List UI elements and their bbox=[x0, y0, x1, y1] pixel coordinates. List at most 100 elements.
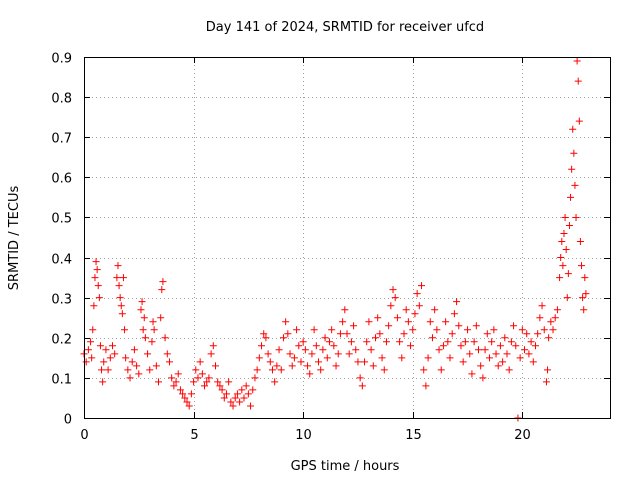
data-point bbox=[115, 282, 123, 290]
data-point bbox=[411, 310, 419, 318]
data-point bbox=[477, 362, 485, 370]
data-point bbox=[93, 266, 101, 274]
data-point bbox=[330, 342, 338, 350]
data-point bbox=[562, 246, 570, 254]
data-point bbox=[117, 302, 125, 310]
data-point bbox=[100, 358, 108, 366]
data-point bbox=[479, 374, 487, 382]
data-point bbox=[271, 378, 279, 386]
data-point bbox=[380, 366, 388, 374]
data-point bbox=[492, 350, 500, 358]
data-point bbox=[238, 386, 246, 394]
data-point bbox=[222, 390, 230, 398]
data-point bbox=[582, 290, 590, 298]
data-point bbox=[282, 318, 290, 326]
data-point bbox=[290, 354, 298, 362]
data-point bbox=[336, 330, 344, 338]
x-tick-label: 0 bbox=[80, 428, 88, 443]
axis-ticks bbox=[84, 57, 610, 419]
data-point bbox=[483, 330, 491, 338]
data-point bbox=[391, 294, 399, 302]
data-point bbox=[442, 318, 450, 326]
data-point bbox=[174, 370, 182, 378]
data-point bbox=[398, 354, 406, 362]
data-point bbox=[572, 213, 580, 221]
data-point bbox=[415, 302, 423, 310]
data-point bbox=[558, 238, 566, 246]
data-point bbox=[251, 374, 259, 382]
data-point bbox=[531, 342, 539, 350]
data-point bbox=[275, 346, 283, 354]
data-point bbox=[92, 258, 100, 266]
data-point bbox=[569, 125, 577, 133]
data-point bbox=[365, 318, 373, 326]
data-point bbox=[439, 342, 447, 350]
chart-title: Day 141 of 2024, SRMTID for receiver ufc… bbox=[206, 20, 484, 35]
data-point bbox=[321, 334, 329, 342]
data-point bbox=[244, 390, 252, 398]
data-point bbox=[560, 229, 568, 237]
data-point bbox=[317, 366, 325, 374]
data-point bbox=[218, 386, 226, 394]
data-point bbox=[119, 274, 127, 282]
data-point bbox=[567, 193, 575, 201]
data-point bbox=[457, 342, 465, 350]
data-point bbox=[540, 326, 548, 334]
data-point bbox=[516, 354, 524, 362]
y-tick-label: 0.9 bbox=[51, 52, 72, 67]
data-point bbox=[470, 338, 478, 346]
data-point bbox=[475, 346, 482, 354]
data-point bbox=[96, 342, 104, 350]
data-point bbox=[205, 374, 213, 382]
y-tick-label: 0.4 bbox=[51, 253, 72, 268]
data-point bbox=[130, 346, 138, 354]
data-point bbox=[297, 358, 305, 366]
data-point bbox=[413, 290, 421, 298]
data-point bbox=[538, 302, 546, 310]
data-point bbox=[426, 318, 434, 326]
data-point bbox=[225, 378, 233, 386]
data-point bbox=[510, 322, 518, 330]
data-point bbox=[557, 254, 565, 262]
data-point bbox=[113, 274, 121, 282]
data-point bbox=[400, 330, 408, 338]
x-tick-label: 10 bbox=[295, 428, 312, 443]
data-point bbox=[236, 398, 244, 406]
data-point bbox=[207, 350, 215, 358]
data-point bbox=[192, 366, 200, 374]
data-point bbox=[437, 366, 445, 374]
data-point bbox=[341, 306, 349, 314]
data-point bbox=[135, 370, 143, 378]
data-point bbox=[124, 366, 132, 374]
data-point bbox=[356, 374, 364, 382]
data-point bbox=[461, 338, 469, 346]
data-point bbox=[139, 326, 147, 334]
data-point bbox=[459, 358, 467, 366]
data-point bbox=[133, 362, 141, 370]
data-point bbox=[363, 338, 371, 346]
data-point bbox=[176, 386, 184, 394]
data-point bbox=[163, 350, 171, 358]
data-point bbox=[444, 338, 452, 346]
data-point bbox=[249, 386, 257, 394]
data-point bbox=[181, 394, 189, 402]
data-point bbox=[144, 350, 152, 358]
data-point bbox=[358, 382, 366, 390]
data-point bbox=[262, 334, 270, 342]
data-point bbox=[523, 330, 531, 338]
data-point bbox=[212, 362, 219, 370]
data-point bbox=[179, 390, 187, 398]
data-point bbox=[286, 350, 294, 358]
data-point bbox=[140, 314, 148, 322]
data-point bbox=[264, 350, 272, 358]
data-point bbox=[253, 366, 261, 374]
data-point bbox=[288, 362, 296, 370]
data-point bbox=[268, 366, 276, 374]
data-point bbox=[233, 390, 241, 398]
data-point bbox=[433, 326, 441, 334]
data-point bbox=[121, 326, 129, 334]
x-tick-label: 20 bbox=[514, 428, 531, 443]
data-point bbox=[203, 378, 211, 386]
data-point bbox=[88, 354, 96, 362]
